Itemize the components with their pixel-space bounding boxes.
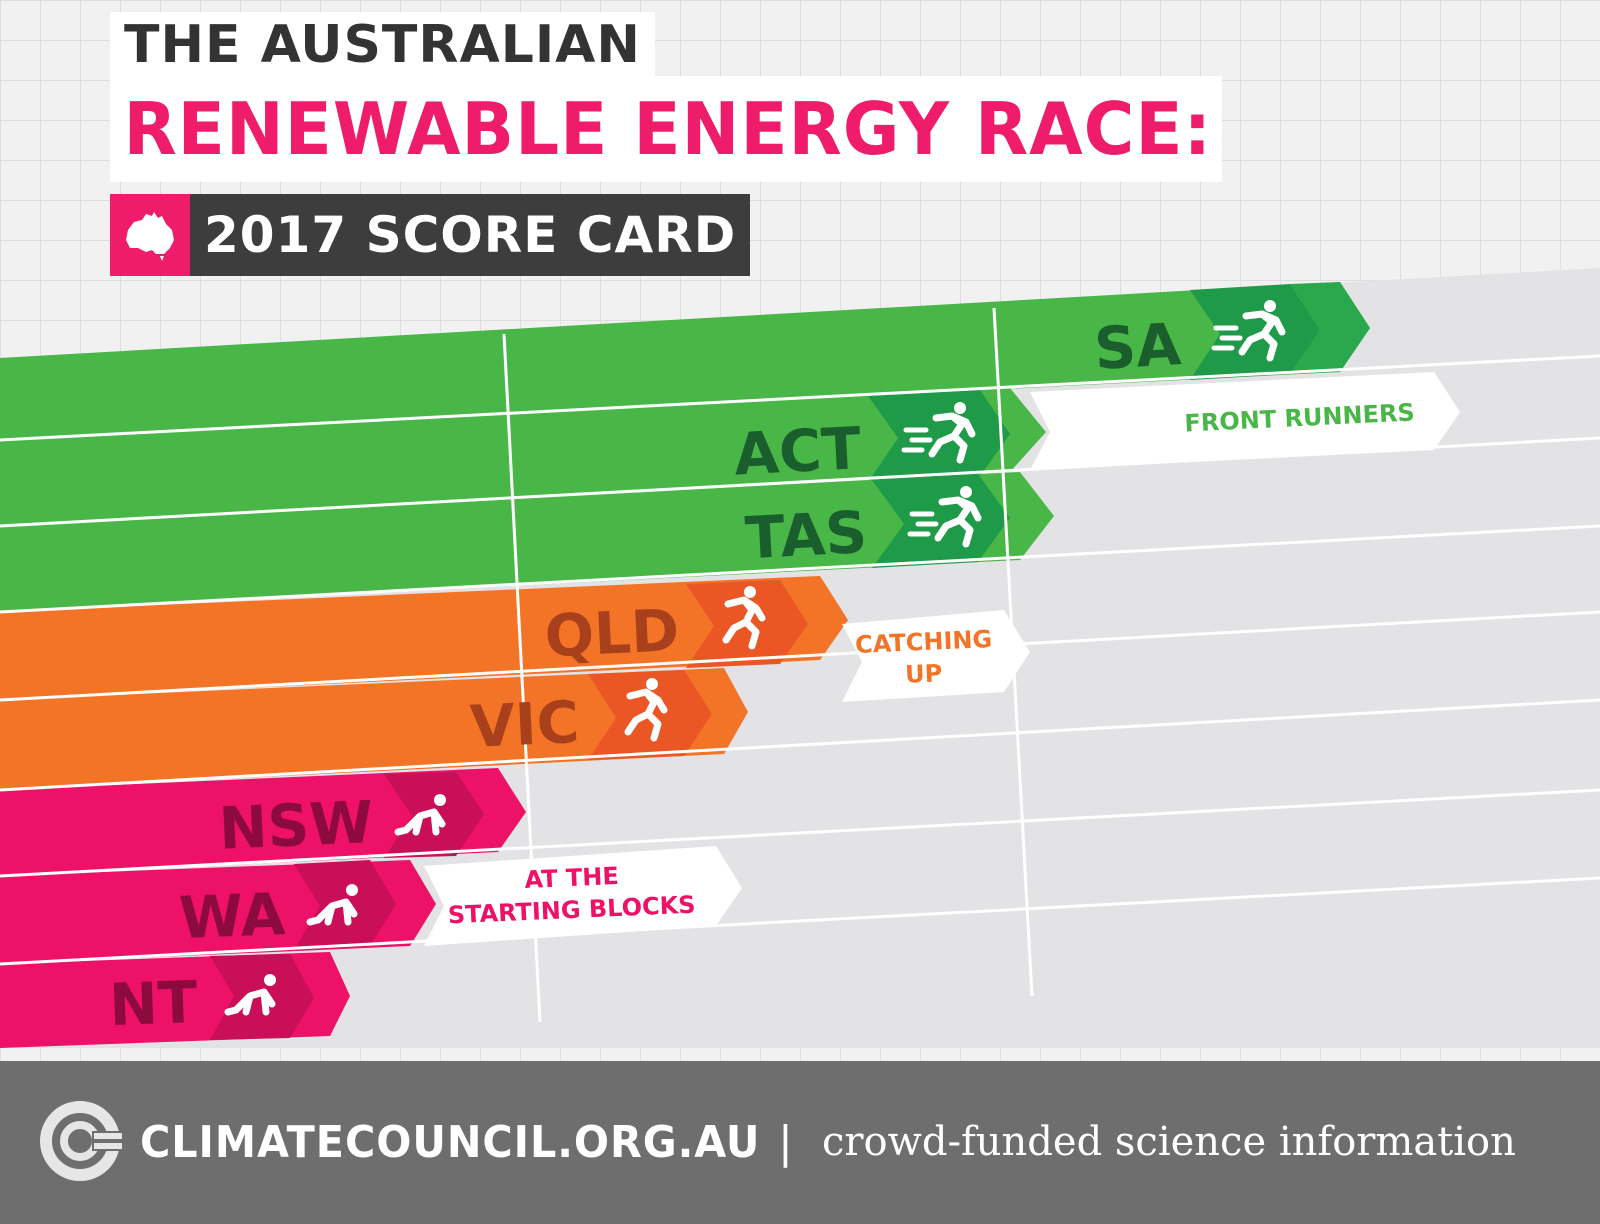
tag-starting-label-1: AT THE — [524, 862, 619, 894]
footer-separator: | — [778, 1117, 793, 1168]
state-label-sa: SA — [1092, 310, 1183, 383]
tag-catching-up: CATCHING UP — [842, 610, 1030, 702]
tag-catching-label-1: CATCHING — [855, 625, 993, 659]
state-label-vic: VIC — [469, 688, 581, 761]
footer-site-url: CLIMATECOUNCIL.ORG.AU — [140, 1117, 761, 1168]
bar-act — [0, 388, 1046, 526]
scorecard-banner: 2017 SCORE CARD — [110, 194, 751, 276]
state-label-nsw: NSW — [217, 788, 374, 863]
scorecard-title: 2017 SCORE CARD — [190, 194, 751, 276]
lane-dividers — [0, 307, 1600, 1023]
state-label-act: ACT — [732, 414, 863, 489]
title-line-1: THE AUSTRALIAN — [110, 12, 655, 76]
tag-catching-label-2: UP — [905, 659, 943, 689]
bar-tas — [0, 472, 1054, 612]
tag-front-runners: FRONT RUNNERS — [1030, 372, 1460, 470]
australia-map-icon — [110, 194, 190, 276]
footer-tagline: crowd-funded science information — [822, 1119, 1516, 1165]
state-label-nt: NT — [108, 968, 199, 1039]
climate-council-logo-icon — [38, 1099, 124, 1187]
state-label-wa: WA — [178, 880, 287, 952]
bar-sa — [0, 282, 1370, 440]
tag-starting-blocks: AT THE STARTING BLOCKS — [424, 846, 742, 946]
state-label-qld: QLD — [543, 596, 680, 670]
state-label-tas: TAS — [744, 498, 869, 572]
footer-bar: CLIMATECOUNCIL.ORG.AU | crowd-funded sci… — [0, 1061, 1600, 1224]
title-line-2: RENEWABLE ENERGY RACE: — [110, 76, 1222, 182]
